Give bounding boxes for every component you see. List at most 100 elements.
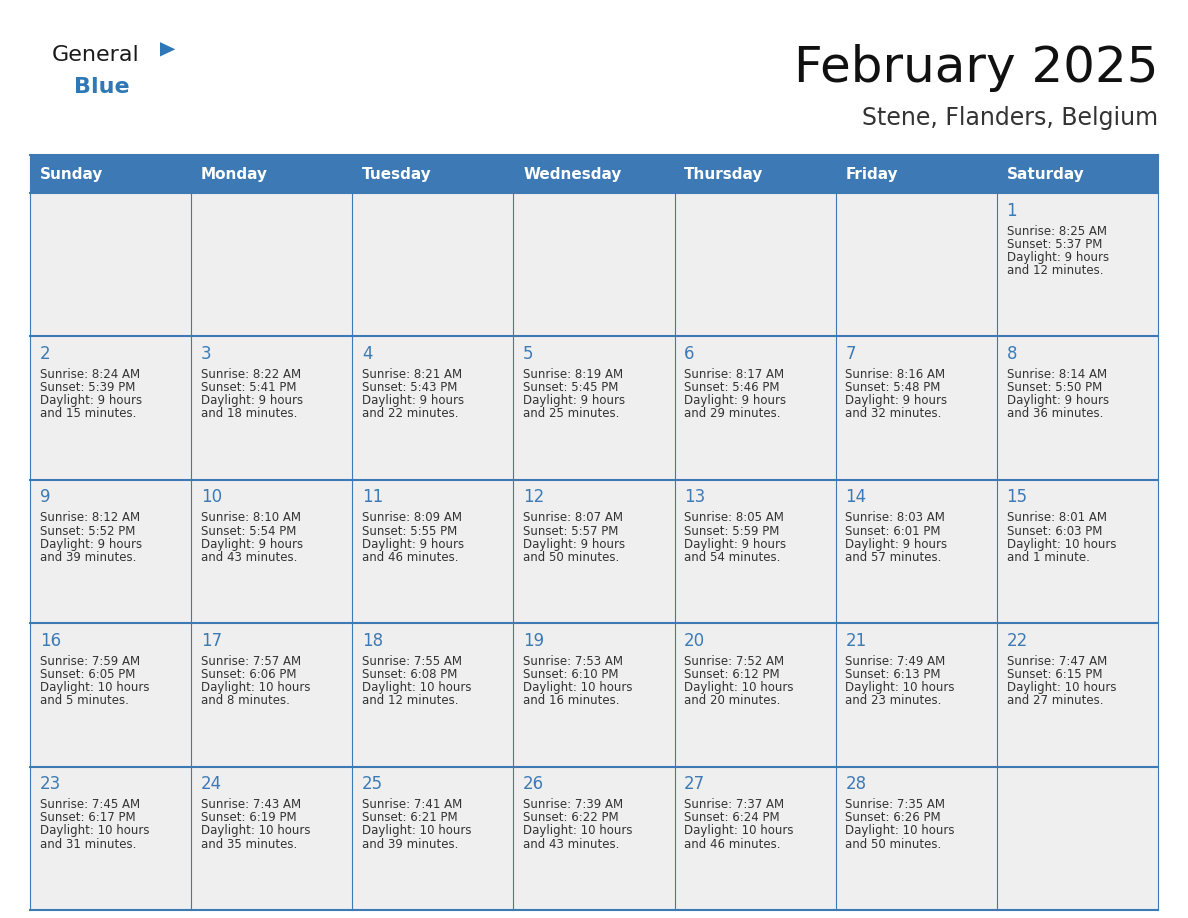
Text: 18: 18 — [362, 632, 383, 650]
Text: Daylight: 10 hours: Daylight: 10 hours — [362, 681, 472, 694]
Text: 3: 3 — [201, 345, 211, 363]
Text: Sunset: 6:10 PM: Sunset: 6:10 PM — [523, 668, 619, 681]
Text: 2: 2 — [39, 345, 50, 363]
Text: and 25 minutes.: and 25 minutes. — [523, 408, 619, 420]
Text: Sunset: 6:24 PM: Sunset: 6:24 PM — [684, 812, 779, 824]
Text: Sunrise: 8:10 AM: Sunrise: 8:10 AM — [201, 511, 301, 524]
Text: Daylight: 9 hours: Daylight: 9 hours — [846, 395, 948, 408]
Bar — [30, 623, 191, 767]
Text: 24: 24 — [201, 775, 222, 793]
Text: Sunrise: 8:01 AM: Sunrise: 8:01 AM — [1006, 511, 1106, 524]
Bar — [191, 155, 353, 193]
Text: Sunset: 6:21 PM: Sunset: 6:21 PM — [362, 812, 457, 824]
Text: 21: 21 — [846, 632, 866, 650]
Text: Daylight: 9 hours: Daylight: 9 hours — [684, 395, 786, 408]
Text: Sunrise: 7:52 AM: Sunrise: 7:52 AM — [684, 655, 784, 667]
Text: February 2025: February 2025 — [794, 44, 1158, 92]
Text: Sunday: Sunday — [39, 166, 103, 182]
Text: Sunrise: 8:07 AM: Sunrise: 8:07 AM — [523, 511, 623, 524]
Text: 25: 25 — [362, 775, 383, 793]
Bar — [191, 336, 353, 480]
Text: Sunset: 5:55 PM: Sunset: 5:55 PM — [362, 524, 457, 538]
Text: 4: 4 — [362, 345, 373, 363]
Bar — [30, 480, 191, 623]
Text: 20: 20 — [684, 632, 706, 650]
Text: Tuesday: Tuesday — [362, 166, 431, 182]
Bar — [353, 623, 513, 767]
Text: Daylight: 10 hours: Daylight: 10 hours — [523, 681, 632, 694]
Bar — [835, 193, 997, 336]
Text: Sunset: 5:50 PM: Sunset: 5:50 PM — [1006, 381, 1101, 394]
Text: Sunset: 5:52 PM: Sunset: 5:52 PM — [39, 524, 135, 538]
Bar — [675, 193, 835, 336]
Bar — [30, 336, 191, 480]
Text: Sunrise: 8:25 AM: Sunrise: 8:25 AM — [1006, 225, 1106, 238]
Text: and 46 minutes.: and 46 minutes. — [362, 551, 459, 564]
Text: Sunrise: 8:16 AM: Sunrise: 8:16 AM — [846, 368, 946, 381]
Text: Daylight: 9 hours: Daylight: 9 hours — [39, 395, 141, 408]
Text: 17: 17 — [201, 632, 222, 650]
Text: Sunrise: 7:37 AM: Sunrise: 7:37 AM — [684, 798, 784, 812]
Text: Daylight: 9 hours: Daylight: 9 hours — [523, 395, 625, 408]
Bar — [191, 623, 353, 767]
Text: and 50 minutes.: and 50 minutes. — [523, 551, 619, 564]
Text: and 31 minutes.: and 31 minutes. — [39, 837, 137, 851]
Text: General: General — [52, 45, 140, 65]
Text: and 16 minutes.: and 16 minutes. — [523, 694, 620, 707]
Bar — [513, 336, 675, 480]
Text: and 39 minutes.: and 39 minutes. — [362, 837, 459, 851]
Text: Sunset: 6:03 PM: Sunset: 6:03 PM — [1006, 524, 1102, 538]
Bar — [675, 336, 835, 480]
Text: and 54 minutes.: and 54 minutes. — [684, 551, 781, 564]
Text: Sunrise: 7:55 AM: Sunrise: 7:55 AM — [362, 655, 462, 667]
Text: Daylight: 10 hours: Daylight: 10 hours — [1006, 538, 1116, 551]
Bar — [997, 155, 1158, 193]
Text: Monday: Monday — [201, 166, 267, 182]
Bar — [191, 193, 353, 336]
Text: Sunset: 6:06 PM: Sunset: 6:06 PM — [201, 668, 296, 681]
Text: 10: 10 — [201, 488, 222, 507]
Bar — [675, 623, 835, 767]
Text: 16: 16 — [39, 632, 61, 650]
Text: Sunset: 6:17 PM: Sunset: 6:17 PM — [39, 812, 135, 824]
Text: Sunset: 6:13 PM: Sunset: 6:13 PM — [846, 668, 941, 681]
Bar — [353, 336, 513, 480]
Text: Daylight: 10 hours: Daylight: 10 hours — [684, 681, 794, 694]
Text: Sunrise: 8:03 AM: Sunrise: 8:03 AM — [846, 511, 946, 524]
Bar — [353, 193, 513, 336]
Text: and 15 minutes.: and 15 minutes. — [39, 408, 137, 420]
Text: 26: 26 — [523, 775, 544, 793]
Bar — [191, 480, 353, 623]
Text: 9: 9 — [39, 488, 50, 507]
Text: Daylight: 9 hours: Daylight: 9 hours — [1006, 251, 1108, 263]
Text: and 23 minutes.: and 23 minutes. — [846, 694, 942, 707]
Text: 27: 27 — [684, 775, 706, 793]
Bar — [353, 155, 513, 193]
Text: Sunrise: 7:35 AM: Sunrise: 7:35 AM — [846, 798, 946, 812]
Text: and 43 minutes.: and 43 minutes. — [201, 551, 297, 564]
Text: Sunset: 5:37 PM: Sunset: 5:37 PM — [1006, 238, 1102, 251]
Text: and 39 minutes.: and 39 minutes. — [39, 551, 137, 564]
Bar — [997, 336, 1158, 480]
Text: and 5 minutes.: and 5 minutes. — [39, 694, 128, 707]
Text: Sunset: 5:59 PM: Sunset: 5:59 PM — [684, 524, 779, 538]
Text: and 12 minutes.: and 12 minutes. — [362, 694, 459, 707]
Text: Daylight: 9 hours: Daylight: 9 hours — [846, 538, 948, 551]
Text: Daylight: 9 hours: Daylight: 9 hours — [362, 538, 465, 551]
Text: Sunset: 6:22 PM: Sunset: 6:22 PM — [523, 812, 619, 824]
Text: Sunrise: 7:47 AM: Sunrise: 7:47 AM — [1006, 655, 1107, 667]
Text: Daylight: 10 hours: Daylight: 10 hours — [362, 824, 472, 837]
Text: Sunset: 5:43 PM: Sunset: 5:43 PM — [362, 381, 457, 394]
Text: Sunrise: 8:21 AM: Sunrise: 8:21 AM — [362, 368, 462, 381]
Text: Stene, Flanders, Belgium: Stene, Flanders, Belgium — [861, 106, 1158, 130]
Text: and 20 minutes.: and 20 minutes. — [684, 694, 781, 707]
Bar — [30, 155, 191, 193]
Text: and 57 minutes.: and 57 minutes. — [846, 551, 942, 564]
Bar — [835, 623, 997, 767]
Text: Saturday: Saturday — [1006, 166, 1085, 182]
Bar — [30, 193, 191, 336]
Text: Sunset: 5:54 PM: Sunset: 5:54 PM — [201, 524, 296, 538]
Text: Daylight: 9 hours: Daylight: 9 hours — [201, 395, 303, 408]
Bar — [353, 767, 513, 910]
Text: 14: 14 — [846, 488, 866, 507]
